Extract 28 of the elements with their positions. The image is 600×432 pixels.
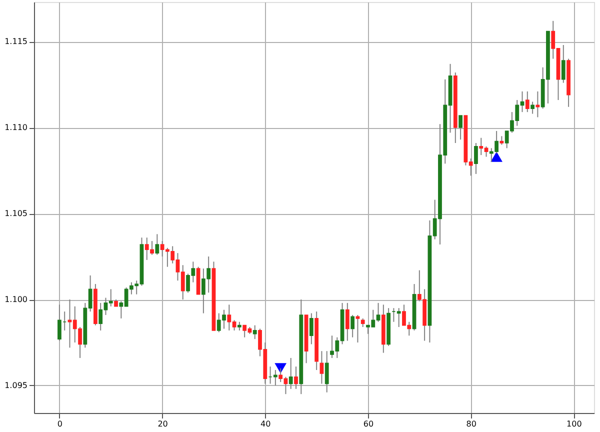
candlestick: [309, 312, 314, 345]
candlestick: [350, 314, 355, 338]
candlestick: [320, 350, 324, 384]
candlestick: [525, 90, 530, 113]
candlestick: [536, 90, 540, 118]
x-tick-label: 60: [363, 420, 374, 428]
candlestick: [474, 142, 478, 174]
candlestick: [458, 115, 462, 140]
x-tick-label: 40: [260, 420, 271, 428]
x-tick-label: 20: [158, 420, 168, 428]
y-tick-label: 1.095: [4, 380, 28, 390]
candlestick: [294, 366, 298, 390]
y-tick-label: 1.110: [4, 123, 28, 132]
candlestick: [561, 44, 566, 84]
candlestick: [345, 302, 350, 342]
candlestick: [252, 324, 257, 340]
x-tick-label: 0: [57, 420, 62, 428]
y-tick-label: 1.115: [4, 37, 28, 46]
candlestick: [155, 234, 160, 256]
y-tick-label: 1.100: [4, 295, 28, 304]
candlestick: [396, 308, 401, 328]
candlestick: [530, 101, 534, 114]
candlestick: [288, 357, 293, 390]
x-tick-label: 80: [466, 420, 476, 428]
candlestick: [324, 350, 329, 393]
y-tick-label: 1.105: [4, 209, 28, 218]
x-tick-label: 100: [566, 420, 582, 428]
candlestick: [356, 314, 360, 343]
